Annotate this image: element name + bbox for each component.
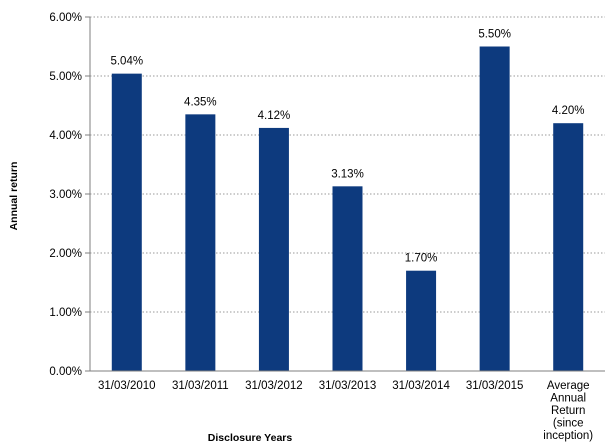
y-axis-title: Annual return bbox=[8, 162, 20, 231]
bar bbox=[406, 270, 437, 371]
bar bbox=[553, 123, 584, 371]
data-labels: 5.04% 4.35% 4.12% 3.13% 1.70% 5.50% 4.20% bbox=[110, 29, 584, 265]
x-tick-label: 31/03/2013 bbox=[319, 380, 377, 392]
x-tick-label: 31/03/2012 bbox=[245, 380, 303, 392]
bar bbox=[185, 114, 216, 371]
x-tick-label: 31/03/2011 bbox=[172, 380, 229, 392]
bar bbox=[111, 73, 142, 371]
x-tick-label-line: 31/03/2010 bbox=[98, 380, 156, 392]
x-axis-title: Disclosure Years bbox=[208, 432, 293, 444]
x-tick-label-line: inception) bbox=[543, 430, 593, 442]
data-label: 1.70% bbox=[405, 253, 438, 265]
y-tick-label: 2.00% bbox=[49, 248, 82, 260]
bar bbox=[332, 186, 363, 371]
bars bbox=[111, 46, 584, 371]
x-tick-label-line: 31/03/2014 bbox=[392, 380, 450, 392]
y-tick-label: 6.00% bbox=[49, 12, 82, 24]
x-tick-label-line: 31/03/2013 bbox=[319, 380, 377, 392]
x-tick-label-line: Annual bbox=[550, 393, 586, 405]
x-tick-label: Average Annual Return (since inception) bbox=[543, 380, 593, 442]
x-tick-label: 31/03/2010 bbox=[98, 380, 156, 392]
data-label: 3.13% bbox=[331, 168, 364, 180]
y-tick-label: 3.00% bbox=[49, 189, 82, 201]
bar bbox=[258, 127, 289, 371]
axes bbox=[85, 16, 605, 372]
data-label: 4.20% bbox=[552, 105, 585, 117]
y-tick-labels: 0.00% 1.00% 2.00% 3.00% 4.00% 5.00% 6.00% bbox=[49, 12, 82, 378]
x-tick-label-line: Return bbox=[551, 405, 586, 417]
data-label: 4.35% bbox=[184, 96, 217, 108]
y-tick-label: 5.00% bbox=[49, 71, 82, 83]
x-tick-label-line: 31/03/2015 bbox=[466, 380, 524, 392]
data-label: 5.04% bbox=[110, 56, 143, 68]
x-tick-label: 31/03/2014 bbox=[392, 380, 450, 392]
x-tick-labels: 31/03/2010 31/03/2011 31/03/2012 31/03/2013… bbox=[98, 380, 593, 442]
bar bbox=[479, 46, 510, 371]
x-tick-label-line: (since bbox=[553, 418, 584, 430]
data-label: 4.12% bbox=[258, 110, 291, 122]
x-tick-label-line: Average bbox=[547, 380, 590, 392]
y-tick-label: 0.00% bbox=[49, 366, 82, 378]
x-tick-label: 31/03/2015 bbox=[466, 380, 524, 392]
x-tick-label-line: 31/03/2011 bbox=[172, 380, 229, 392]
data-label: 5.50% bbox=[478, 29, 511, 41]
x-tick-label-line: 31/03/2012 bbox=[245, 380, 303, 392]
y-tick-label: 1.00% bbox=[49, 307, 82, 319]
y-tick-label: 4.00% bbox=[49, 130, 82, 142]
